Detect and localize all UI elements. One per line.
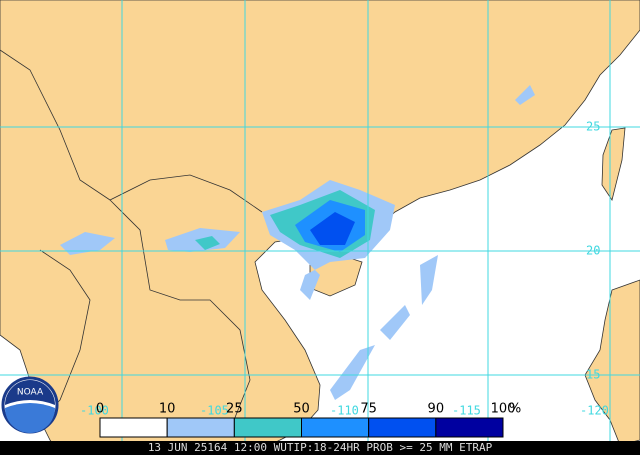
caption: 13 JUN 25164 12:00 WUTIP:18-24HR PROB >=… xyxy=(148,441,493,454)
noaa-logo: NOAA xyxy=(1,376,59,434)
legend-tick-label: 100 xyxy=(491,402,516,417)
legend-tick-label: 25 xyxy=(226,402,243,417)
taiwan xyxy=(601,127,626,201)
legend-swatch xyxy=(368,417,437,438)
legend-tick-label: 90 xyxy=(428,402,445,417)
legend-swatch xyxy=(301,417,370,438)
legend-tick-label: 75 xyxy=(360,402,377,417)
logo-text: NOAA xyxy=(17,388,44,398)
lon-label: -105 xyxy=(200,404,229,418)
lat-label: 25 xyxy=(586,120,600,134)
philippines xyxy=(584,279,640,446)
legend: 0 10 25 50 75 90 100% xyxy=(96,402,521,438)
lon-label: -120 xyxy=(580,404,609,418)
legend-swatch xyxy=(99,417,168,438)
legend-tick-label: 10 xyxy=(159,402,176,417)
lon-label: -115 xyxy=(452,404,481,418)
caption-bar xyxy=(0,441,640,455)
precip xyxy=(60,85,535,400)
lat-label: 15 xyxy=(586,368,600,382)
legend-swatch xyxy=(166,417,235,438)
lat-label: 20 xyxy=(586,244,600,258)
legend-unit: % xyxy=(509,402,521,417)
legend-swatch xyxy=(233,417,302,438)
legend-tick-label: 50 xyxy=(293,402,310,417)
legend-swatch xyxy=(435,417,504,438)
lon-label: -110 xyxy=(330,404,359,418)
legend-tick-label: 0 xyxy=(96,402,104,417)
lon-label: -100 xyxy=(80,404,109,418)
